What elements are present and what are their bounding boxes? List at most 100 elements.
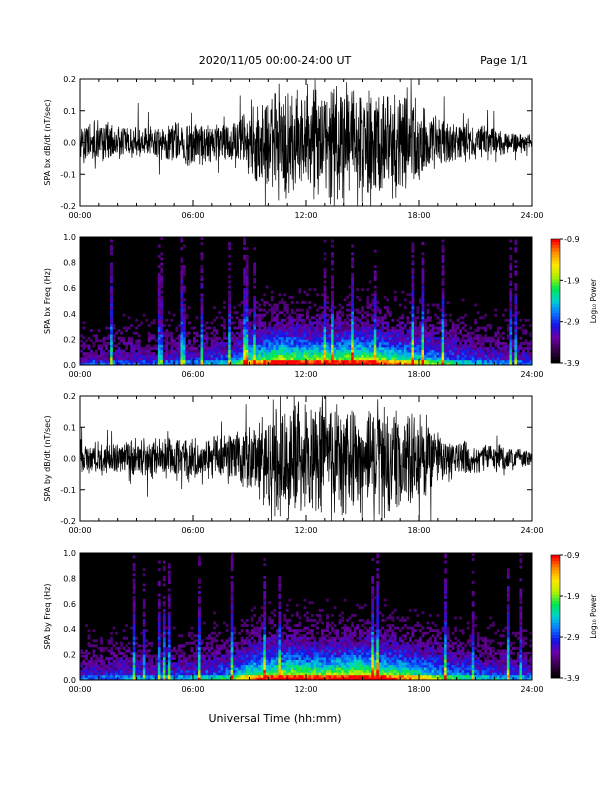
spectrogram-cell <box>366 295 370 299</box>
spectrogram-cell <box>285 308 289 312</box>
spectrogram-cell <box>233 669 236 673</box>
spectrogram-cell <box>258 352 262 356</box>
spectrogram-cell <box>213 621 216 625</box>
spectrogram-cell <box>203 674 206 678</box>
spectrogram-cell <box>225 336 229 340</box>
spectrogram-cell <box>514 352 518 356</box>
spectrogram-cell <box>263 580 267 584</box>
spectrogram-cell <box>353 357 357 361</box>
spectrogram-cell <box>451 339 455 343</box>
spectrogram-cell <box>280 362 284 366</box>
spectrogram-cell <box>403 339 407 343</box>
spectrogram-cell <box>316 318 319 322</box>
spectrogram-cell <box>162 560 166 564</box>
spectrogram-cell <box>167 596 171 600</box>
spectrogram-cell <box>283 674 287 678</box>
spectrogram-cell <box>167 580 171 584</box>
spectrogram-cell <box>451 359 455 363</box>
spectrogram-cell <box>107 641 111 645</box>
spectrogram-cell <box>366 359 370 363</box>
spectrogram-cell <box>157 295 161 299</box>
spectrogram-cell <box>501 349 505 353</box>
spectrogram-cell <box>471 339 475 343</box>
spectrogram-cell <box>223 344 226 348</box>
spectrogram-cell <box>195 667 199 671</box>
spectrogram-cell <box>351 326 355 330</box>
spectrogram-cell <box>235 354 239 358</box>
spectrogram-cell <box>411 334 415 338</box>
spectrogram-cell <box>160 275 164 279</box>
spectrogram-cell <box>514 260 518 263</box>
spectrogram-cell <box>368 303 372 307</box>
spectrogram-cell <box>177 634 181 638</box>
spectrogram-cell <box>233 321 236 325</box>
spectrogram-cell <box>160 318 164 322</box>
spectrogram-cell <box>157 290 161 294</box>
spectrogram-cell <box>439 321 442 325</box>
spectrogram-cell <box>127 646 131 650</box>
spectrogram-cell <box>509 247 513 251</box>
spectrogram-cell <box>162 649 166 653</box>
spectrogram-cell <box>180 257 184 261</box>
spectrogram-cell <box>157 272 161 276</box>
spectrogram-cell <box>331 329 334 333</box>
spectrogram-cell <box>421 362 425 366</box>
spectrogram-cell <box>248 634 252 638</box>
spectrogram-cell <box>245 306 249 309</box>
spectrogram-cell <box>411 352 415 356</box>
spectrogram-cell <box>253 326 257 330</box>
spectrogram-cell <box>248 664 252 668</box>
spectrogram-cell <box>245 301 249 304</box>
spectrogram-cell <box>280 311 284 315</box>
spectrogram-cell <box>255 329 259 333</box>
spectrogram-cell <box>193 359 196 363</box>
spectrogram-cell <box>489 347 493 350</box>
spectrogram-cell <box>265 357 269 361</box>
spectrogram-cell <box>416 311 420 315</box>
spectrogram-cell <box>321 329 324 333</box>
spectrogram-cell <box>444 324 447 327</box>
spectrogram-cell <box>411 295 415 299</box>
spectrogram-cell <box>243 298 247 302</box>
spectrogram-cell <box>230 601 234 605</box>
spectrogram-cell <box>253 641 257 645</box>
spectrogram-cell <box>323 347 327 350</box>
spectrogram-cell <box>230 591 234 594</box>
spectrogram-cell <box>200 265 204 269</box>
spectrogram-cell <box>336 341 339 345</box>
spectrogram-cell <box>273 624 277 627</box>
spectrogram-cell <box>285 667 289 671</box>
spectrogram-cell <box>243 341 247 345</box>
spectrogram-cell <box>481 354 485 358</box>
spectrogram-cell <box>461 334 465 338</box>
spectrogram-cell <box>333 347 337 350</box>
spectrogram-cell <box>338 308 342 312</box>
spectrogram-cell <box>248 354 252 358</box>
spectrogram-cell <box>110 336 113 340</box>
spectrogram-cell <box>278 629 282 633</box>
spectrogram-cell <box>185 349 189 353</box>
x-tick-label: 06:00 <box>181 370 204 379</box>
spectrogram-cell <box>137 644 141 648</box>
spectrogram-cell <box>140 631 144 635</box>
spectrogram-cell <box>122 652 126 655</box>
spectrogram-cell <box>195 339 199 343</box>
spectrogram-cell <box>110 669 113 673</box>
spectrogram-cell <box>464 362 468 366</box>
spectrogram-cell <box>97 354 101 358</box>
spectrogram-cell <box>290 339 294 343</box>
spectrogram-cell <box>363 362 367 366</box>
spectrogram-cell <box>393 298 397 302</box>
spectrogram-cell <box>115 349 118 353</box>
spectrogram-cell <box>195 654 199 658</box>
spectrogram-cell <box>499 362 503 366</box>
spectrogram-cell <box>147 674 151 678</box>
spectrogram-cell <box>378 334 382 338</box>
spectrogram-cell <box>356 331 360 335</box>
spectrogram-cell <box>200 662 204 666</box>
spectrogram-cell <box>195 352 199 356</box>
spectrogram-cell <box>484 354 488 358</box>
spectrogram-cell <box>466 344 470 348</box>
spectrogram-cell <box>429 339 432 343</box>
